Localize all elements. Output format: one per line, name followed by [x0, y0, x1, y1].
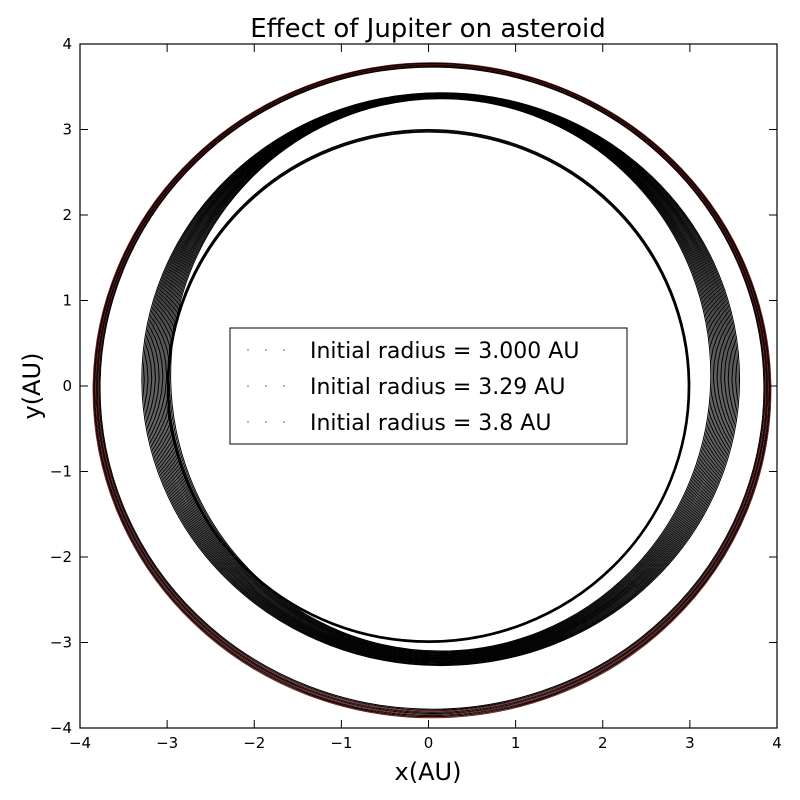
- legend-marker: [247, 385, 285, 387]
- x-tick-label: −1: [330, 734, 352, 752]
- y-tick-label: 0: [62, 377, 72, 395]
- x-tick-label: −2: [243, 734, 265, 752]
- orbit-loop: [98, 66, 766, 711]
- y-tick-label: 2: [62, 206, 72, 224]
- legend-box: [229, 327, 628, 445]
- legend-marker: [247, 421, 285, 423]
- x-tick-label: −3: [156, 734, 178, 752]
- legend: Initial radius = 3.000 AU Initial radius …: [229, 327, 628, 445]
- orbit-loop: [168, 131, 689, 642]
- legend-entry: Initial radius = 3.8 AU: [310, 411, 551, 436]
- x-tick-label: 1: [511, 734, 521, 752]
- x-tick-label: 3: [685, 734, 695, 752]
- x-tick-label: 0: [424, 734, 434, 752]
- y-axis-label: y(AU): [18, 353, 46, 420]
- x-tick-label: 4: [772, 734, 782, 752]
- orbit-loop: [92, 62, 772, 719]
- y-tick-label: 4: [62, 35, 72, 53]
- orbit-loop: [95, 63, 769, 716]
- orbit-loop: [93, 62, 771, 718]
- x-tick-label: −4: [69, 734, 91, 752]
- series-orbit-2: [141, 92, 741, 667]
- orbit-loop: [96, 64, 768, 714]
- y-tick-label: −2: [50, 548, 72, 566]
- orbit-curves: [92, 62, 772, 719]
- legend-entry: Initial radius = 3.000 AU: [310, 339, 579, 364]
- x-tick-label: 2: [598, 734, 608, 752]
- y-tick-label: 3: [62, 121, 72, 139]
- legend-entry: Initial radius = 3.29 AU: [310, 375, 565, 400]
- y-tick-label: −4: [50, 719, 72, 737]
- x-axis-label: x(AU): [395, 758, 462, 786]
- orbit-loop: [97, 65, 767, 712]
- y-tick-label: −3: [50, 634, 72, 652]
- series-orbit-3: [92, 62, 772, 719]
- orbit-loop: [99, 66, 765, 710]
- chart-title: Effect of Jupiter on asteroid: [250, 14, 606, 44]
- orbit-loop: [94, 63, 770, 717]
- orbit-loop: [170, 98, 712, 652]
- plot-area: [92, 62, 772, 719]
- axis-ticks: −4 −3 −2 −1 0 1 2 3 4 −4 −3 −2 −1 0 1 2 3 4: [50, 35, 782, 752]
- orbit-loop: [96, 64, 768, 713]
- legend-marker: [247, 349, 285, 351]
- y-tick-label: 1: [62, 292, 72, 310]
- y-tick-label: −1: [50, 463, 72, 481]
